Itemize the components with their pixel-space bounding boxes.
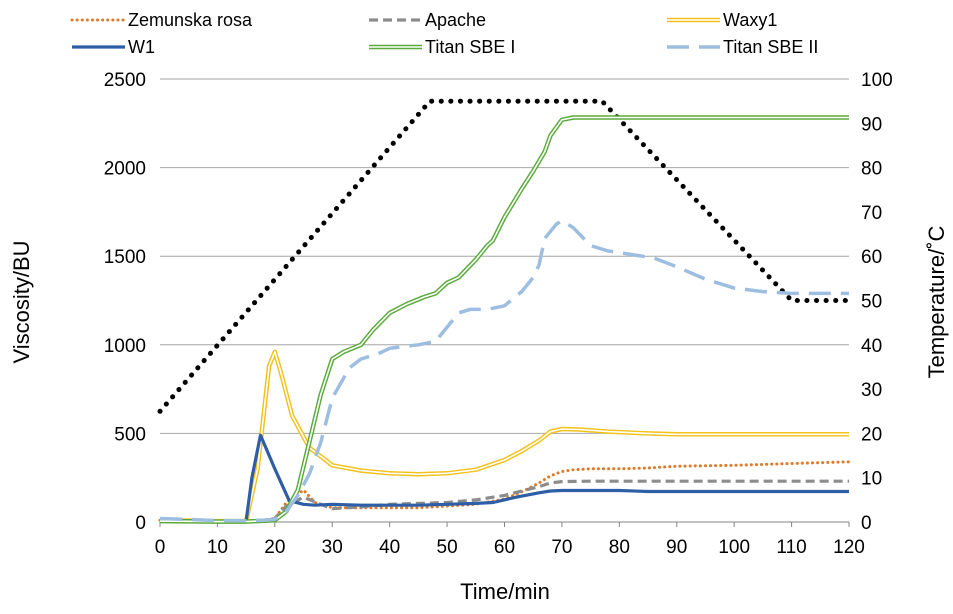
series-titan-sbe-ii — [159, 219, 849, 523]
legend-item-titan-sbe-ii: Titan SBE II — [667, 37, 818, 57]
y2-tick-label: 10 — [861, 469, 882, 490]
legend-item-waxy1: Waxy1 — [667, 10, 777, 30]
x-tick-label: 120 — [833, 537, 865, 558]
y-tick-label: 2000 — [104, 159, 146, 180]
series-titan-sbe-ii-stroke — [159, 219, 849, 523]
legend-item-zemunska-rosa-label: Zemunska rosa — [128, 10, 253, 30]
y2-tick-label: 50 — [861, 292, 882, 313]
x-axis-title: Time/min — [460, 579, 550, 604]
legend-item-titan-sbe-i-label: Titan SBE I — [425, 37, 515, 57]
series-titan-sbe-i — [159, 115, 849, 524]
legend-item-titan-sbe-ii-label: Titan SBE II — [723, 37, 818, 57]
series-w1 — [159, 433, 849, 523]
series-temperature-stroke — [157, 98, 852, 414]
y2-tick-label: 70 — [861, 203, 882, 224]
y-tick-label: 2500 — [104, 70, 146, 91]
y-tick-label: 1500 — [104, 247, 146, 268]
axes: 0500100015002000250001020304050607080901… — [104, 70, 893, 558]
legend: Zemunska rosa Apache Waxy1 W1 Titan SBE I Tit… — [70, 10, 818, 57]
x-tick-label: 20 — [264, 537, 285, 558]
y2-tick-label: 40 — [861, 336, 882, 357]
y-axis-title: Viscosity/BU — [9, 240, 34, 363]
legend-item-apache-label: Apache — [425, 10, 486, 30]
gridlines — [160, 78, 849, 523]
y-tick-label: 0 — [135, 513, 146, 534]
series-titan-sbe-i-inner — [159, 116, 849, 523]
legend-item-w1-label: W1 — [128, 37, 155, 57]
plot-series — [157, 98, 852, 524]
y2-tick-label: 20 — [861, 424, 882, 445]
x-tick-label: 90 — [666, 537, 687, 558]
y-tick-label: 1000 — [104, 336, 146, 357]
y2-axis-title: Temperature/˚C — [924, 225, 949, 378]
x-tick-label: 40 — [379, 537, 400, 558]
y-tick-label: 500 — [114, 424, 146, 445]
series-waxy1-inner — [159, 351, 849, 522]
x-tick-label: 50 — [437, 537, 458, 558]
legend-item-zemunska-rosa: Zemunska rosa — [70, 10, 253, 30]
series-temperature — [157, 98, 852, 414]
x-tick-label: 30 — [322, 537, 343, 558]
y2-tick-label: 100 — [861, 70, 893, 91]
legend-item-apache: Apache — [369, 10, 486, 30]
series-zemunska-rosa-stroke — [158, 460, 851, 523]
series-waxy1 — [159, 349, 849, 524]
x-tick-label: 0 — [155, 537, 166, 558]
y2-tick-label: 0 — [861, 513, 872, 534]
legend-item-waxy1-label: Waxy1 — [723, 10, 777, 30]
y2-tick-label: 90 — [861, 114, 882, 135]
x-tick-label: 80 — [609, 537, 630, 558]
legend-item-w1: W1 — [72, 37, 155, 57]
x-tick-label: 60 — [494, 537, 515, 558]
y2-tick-label: 60 — [861, 247, 882, 268]
x-tick-label: 100 — [718, 537, 750, 558]
y2-tick-label: 80 — [861, 159, 882, 180]
legend-item-titan-sbe-i: Titan SBE I — [369, 37, 515, 57]
x-tick-label: 10 — [207, 537, 228, 558]
x-tick-label: 110 — [776, 537, 806, 558]
x-tick-label: 70 — [551, 537, 572, 558]
series-zemunska-rosa — [158, 460, 851, 523]
series-w1-stroke — [159, 433, 849, 523]
y2-tick-label: 30 — [861, 380, 882, 401]
